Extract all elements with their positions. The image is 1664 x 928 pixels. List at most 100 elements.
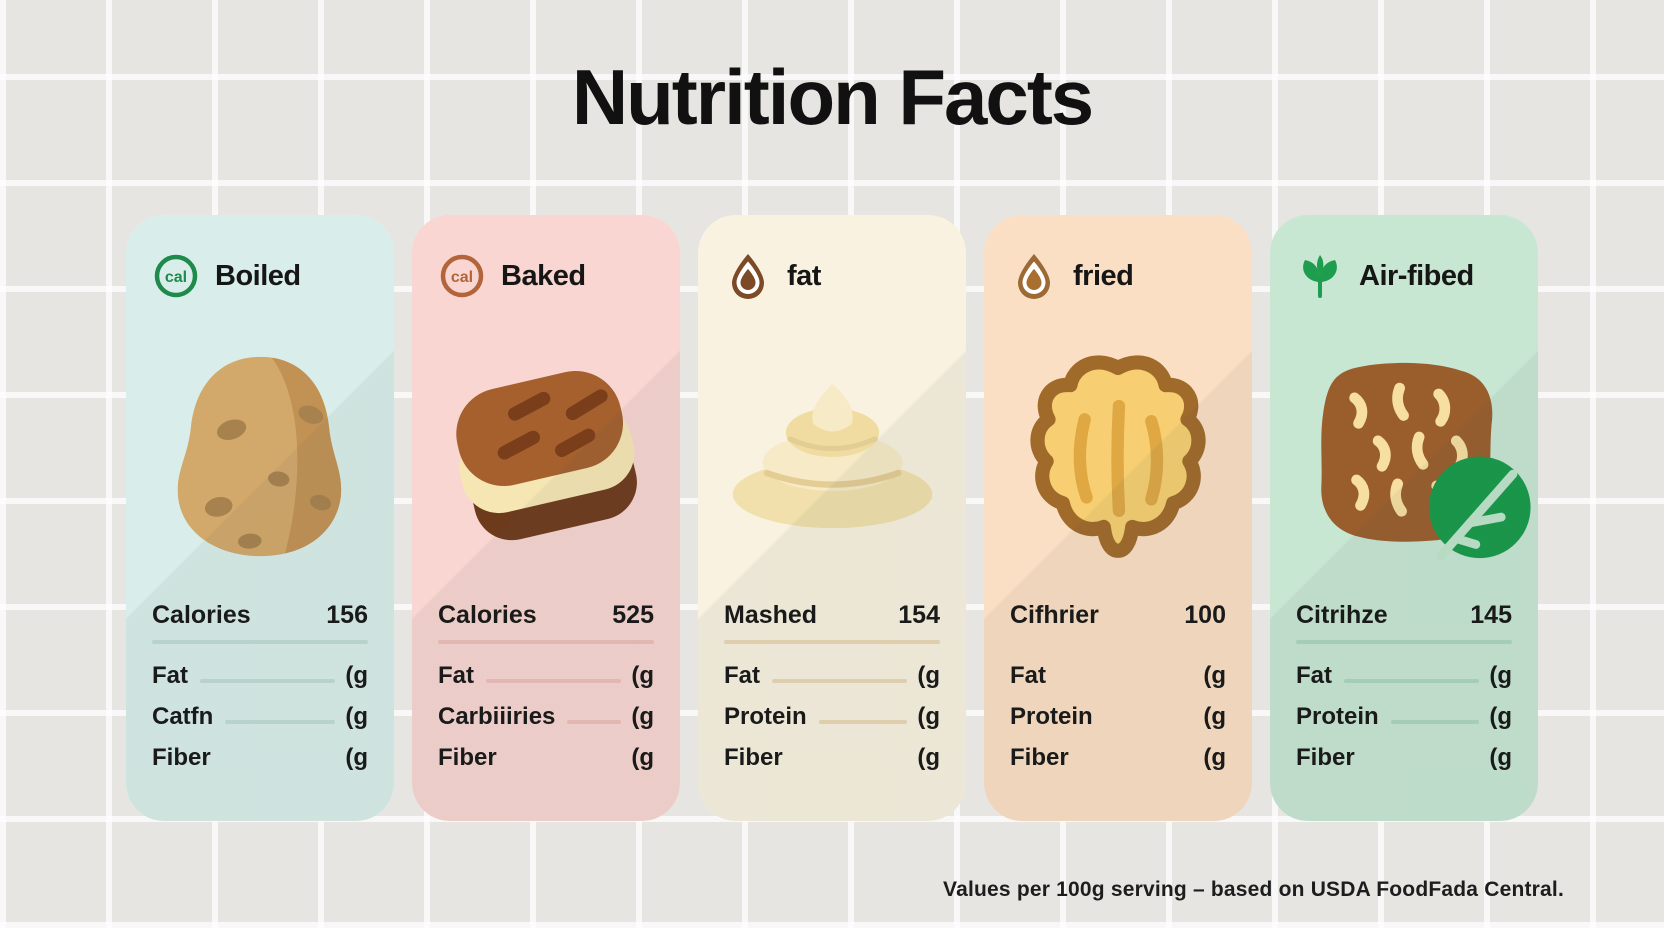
card-baked: cal Baked Cal — [412, 215, 680, 821]
divider — [152, 640, 368, 644]
card-fat: fat Mashed 154 Fat (g — [698, 215, 966, 821]
stat-value: (g — [1203, 703, 1226, 730]
stat-row: Fiber (g — [152, 744, 368, 772]
leader-line — [1367, 761, 1480, 765]
stat-label: Protein — [724, 703, 807, 730]
stat-label: Fiber — [152, 744, 211, 771]
stat-label: Fiber — [1296, 744, 1355, 771]
stat-row: Fat (g — [152, 662, 368, 690]
card-title: fat — [787, 259, 821, 292]
stat-row: Fat (g — [1010, 662, 1226, 690]
stat-row: Fiber (g — [1010, 744, 1226, 772]
leader-line — [225, 720, 336, 724]
cal-badge-icon: cal — [440, 254, 484, 298]
leader-line — [567, 720, 622, 724]
stat-row: Protein (g — [724, 703, 940, 731]
headline-value: 100 — [1184, 601, 1226, 629]
cards-row: cal Boiled — [0, 215, 1664, 821]
stat-row: Fiber (g — [1296, 744, 1512, 772]
stat-label: Fiber — [1010, 744, 1069, 771]
stat-label: Carbiiiries — [438, 703, 556, 730]
card-air-fried: Air-fibed — [1270, 215, 1538, 821]
stat-label: Fat — [438, 662, 474, 689]
boiled-potato-illustration — [152, 327, 368, 585]
card-title: Air-fibed — [1359, 259, 1474, 292]
stat-value: (g — [1489, 703, 1512, 730]
headline-label: Calories — [152, 601, 251, 629]
mashed-dollop-icon — [732, 383, 932, 539]
stat-label: Fat — [724, 662, 760, 689]
stats-block: Calories 156 Fat (g Catfn (g Fiber (g — [152, 601, 368, 785]
stat-row: Fat (g — [438, 662, 654, 690]
stat-value: (g — [917, 703, 940, 730]
baked-loaf-icon — [456, 370, 637, 541]
stat-value: (g — [1489, 662, 1512, 689]
fried-fritter-icon — [1030, 354, 1206, 558]
headline-row: Cifhrier 100 — [1010, 601, 1226, 630]
stat-row: Fat (g — [724, 662, 940, 690]
footer-note: Values per 100g serving – based on USDA … — [943, 878, 1564, 901]
stat-value: (g — [631, 744, 654, 771]
stat-row: Protein (g — [1296, 703, 1512, 731]
divider — [724, 640, 940, 644]
stat-value: (g — [345, 662, 368, 689]
svg-text:cal: cal — [451, 269, 473, 286]
stat-row: Catfn (g — [152, 703, 368, 731]
stat-value: (g — [345, 703, 368, 730]
stat-label: Fat — [152, 662, 188, 689]
stats-block: Cifhrier 100 Fat (g Protein (g Fiber (g — [1010, 601, 1226, 785]
card-title: Boiled — [215, 259, 301, 292]
stat-row: Fat (g — [1296, 662, 1512, 690]
card-boiled: cal Boiled — [126, 215, 394, 821]
leader-line — [509, 761, 622, 765]
stat-label: Fat — [1010, 662, 1046, 689]
headline-row: Calories 525 — [438, 601, 654, 630]
plant-icon — [1303, 255, 1337, 298]
card-title: fried — [1073, 259, 1134, 292]
droplet-icon — [732, 254, 764, 299]
stat-value: (g — [917, 744, 940, 771]
leader-line — [818, 720, 908, 724]
headline-value: 154 — [898, 601, 940, 629]
headline-label: Cifhrier — [1010, 601, 1099, 629]
divider — [1296, 640, 1512, 644]
stat-label: Protein — [1296, 703, 1379, 730]
svg-text:cal: cal — [165, 269, 187, 286]
leader-line — [772, 679, 908, 683]
air-fried-patty-icon — [1320, 362, 1531, 561]
card-header: Air-fibed — [1296, 251, 1512, 301]
headline-label: Mashed — [724, 601, 818, 629]
stat-label: Catfn — [152, 703, 214, 730]
leader-line — [1344, 679, 1480, 683]
stats-block: Citrihze 145 Fat (g Protein (g Fiber (g — [1296, 601, 1512, 785]
leader-line — [1390, 720, 1480, 724]
baked-potato-illustration — [438, 327, 654, 585]
card-header: cal Baked — [438, 251, 654, 301]
stat-value: (g — [345, 744, 368, 771]
card-header: fried — [1010, 251, 1226, 301]
leader-line — [795, 761, 908, 765]
stats-block: Mashed 154 Fat (g Protein (g Fiber (g — [724, 601, 940, 785]
potato-icon — [177, 356, 341, 556]
card-header: cal Boiled — [152, 251, 368, 301]
headline-value: 145 — [1470, 601, 1512, 629]
headline-value: 525 — [612, 601, 654, 629]
leader-line — [223, 761, 336, 765]
stats-block: Calories 525 Fat (g Carbiiiries (g Fiber… — [438, 601, 654, 785]
stat-label: Protein — [1010, 703, 1093, 730]
stat-label: Fat — [1296, 662, 1332, 689]
card-title: Baked — [501, 259, 586, 292]
headline-row: Mashed 154 — [724, 601, 940, 630]
air-fried-potato-illustration — [1296, 327, 1531, 585]
stat-value: (g — [1203, 744, 1226, 771]
headline-label: Citrihze — [1296, 601, 1388, 629]
stat-value: (g — [631, 703, 654, 730]
stat-row: Protein (g — [1010, 703, 1226, 731]
page-title: Nutrition Facts — [571, 53, 1094, 141]
leader-line — [200, 679, 336, 683]
stat-row: Carbiiiries (g — [438, 703, 654, 731]
leader-line — [486, 679, 622, 683]
headline-row: Calories 156 — [152, 601, 368, 630]
headline-value: 156 — [326, 601, 368, 629]
stat-value: (g — [631, 662, 654, 689]
